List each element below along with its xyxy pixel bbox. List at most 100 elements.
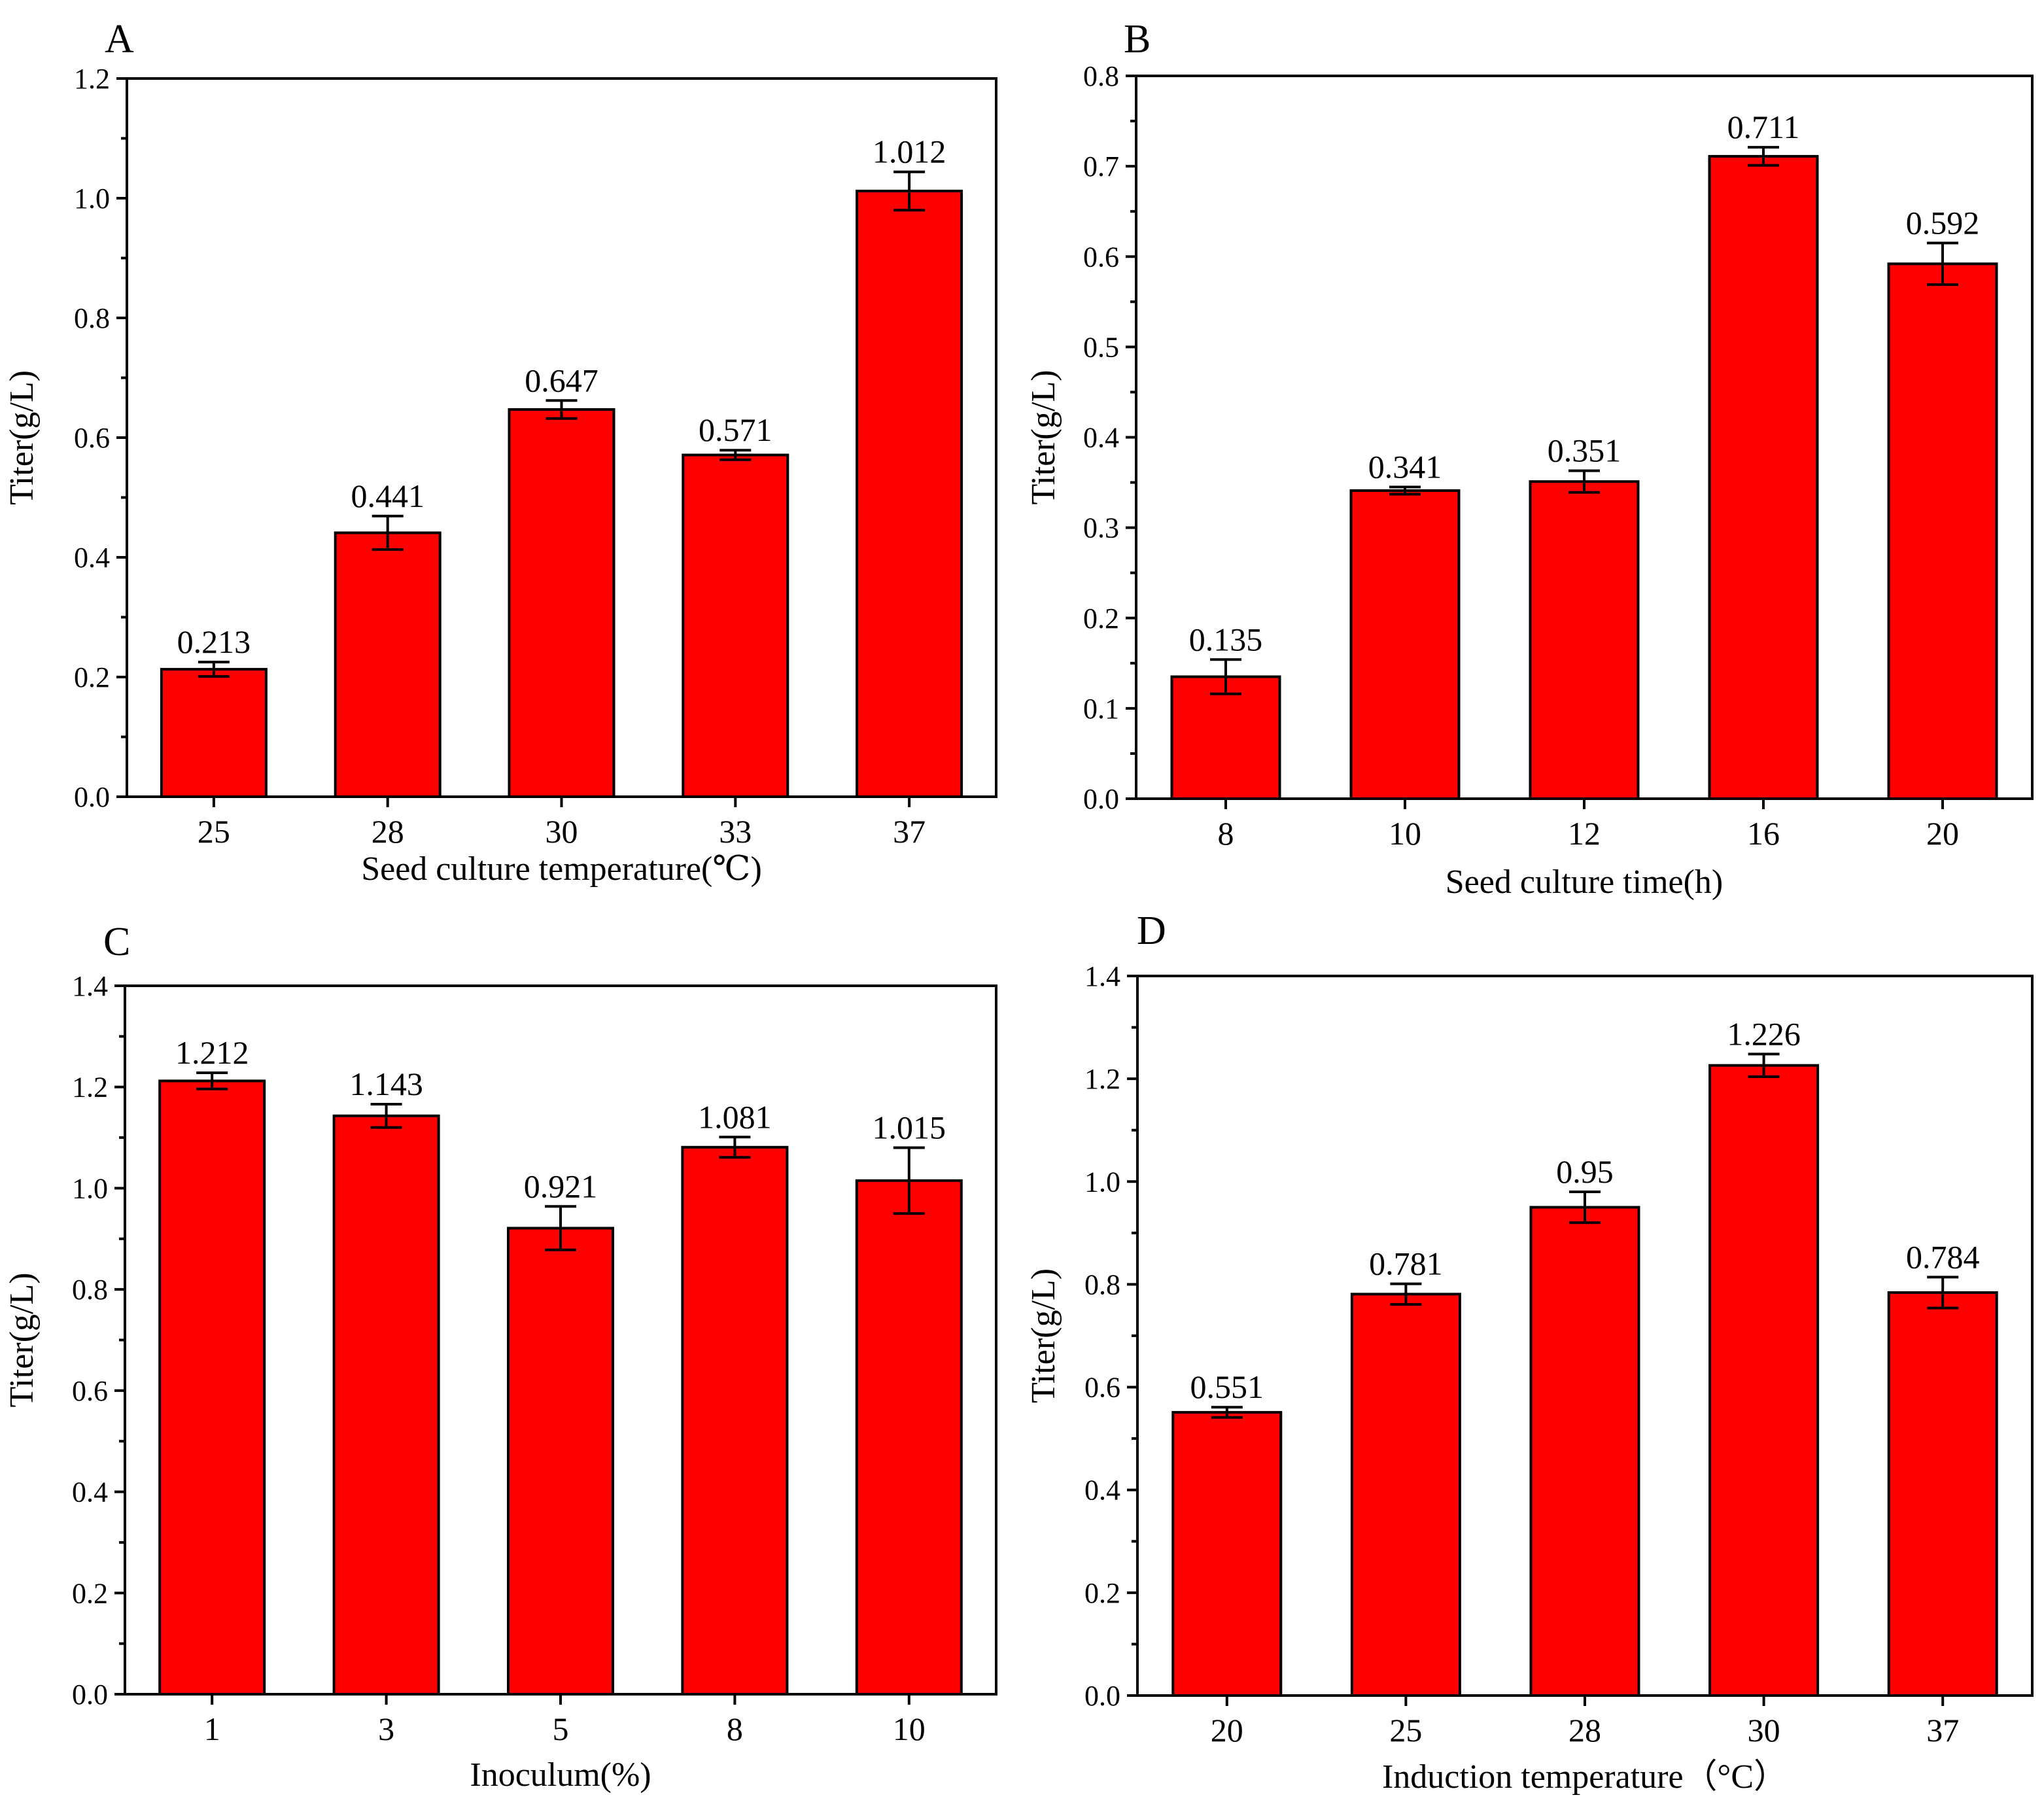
y-tick-label: 1.4 (1084, 960, 1120, 992)
panel-letter: C (103, 920, 130, 964)
y-tick-label: 0.5 (1083, 331, 1119, 363)
x-axis-title: Induction temperature（°C） (1382, 1758, 1788, 1796)
x-axis-title: Seed culture time(h) (1446, 863, 1724, 901)
y-tick-label: 0.8 (1083, 60, 1119, 92)
y-tick-label: 1.4 (72, 970, 108, 1002)
data-label-8: 1.081 (698, 1098, 772, 1135)
data-label-30: 1.226 (1727, 1015, 1801, 1052)
panel-letter: A (105, 17, 134, 61)
bar-28 (1529, 1206, 1640, 1697)
data-label-33: 0.571 (699, 411, 772, 448)
x-tick-label-33: 33 (719, 813, 752, 850)
data-label-8: 0.135 (1189, 621, 1263, 657)
bar-37 (1887, 1291, 1998, 1697)
data-label-5: 0.921 (524, 1168, 598, 1204)
y-tick-label: 0.3 (1083, 512, 1119, 544)
y-tick-label: 0.0 (72, 1679, 108, 1711)
x-tick-label-37: 37 (1926, 1712, 1959, 1749)
data-label-20: 0.592 (1906, 205, 1980, 241)
x-tick-label-3: 3 (378, 1711, 394, 1747)
data-label-25: 0.781 (1369, 1245, 1443, 1282)
error-bar-25 (198, 661, 230, 678)
bar-10 (855, 1179, 963, 1696)
x-tick-label-10: 10 (893, 1711, 926, 1747)
error-bar-30 (546, 399, 578, 420)
chart-panel-d: D 0.551 0.781 0.95 1.226 0.784 0.0 0.2 0.4 0.6 0.8… (1025, 909, 2034, 1796)
bar-5 (507, 1227, 614, 1696)
x-tick-label-8: 8 (1218, 815, 1234, 852)
error-bar-12 (1568, 469, 1600, 494)
x-tick-label-8: 8 (727, 1711, 743, 1747)
x-tick-label-30: 30 (546, 813, 578, 850)
x-tick-label-20: 20 (1926, 815, 1959, 852)
bar-37 (856, 190, 963, 798)
x-tick-label-25: 25 (1389, 1712, 1422, 1749)
x-tick-label-20: 20 (1211, 1712, 1243, 1749)
data-label-28: 0.95 (1556, 1153, 1614, 1190)
bar-8 (681, 1145, 789, 1696)
y-tick-label: 0.4 (74, 542, 110, 574)
panels-group: A0.2130.4410.6470.5711.0120.00.20.40.60.… (3, 17, 2034, 1796)
bar-30 (1708, 1064, 1820, 1697)
x-tick-label-37: 37 (893, 813, 926, 850)
error-bar-28 (372, 514, 404, 551)
y-tick-label: 0.2 (1083, 602, 1119, 635)
chart-panel-a: A 0.213 0.441 0.647 0.571 1.012 0.0 0.2 0.4 0.6 0.… (3, 17, 997, 888)
y-tick-label: 0.6 (72, 1375, 108, 1407)
error-bar-37 (1927, 1276, 1959, 1310)
y-tick-label: 1.2 (74, 63, 110, 95)
y-tick-label: 0.6 (1084, 1372, 1120, 1404)
y-tick-label: 0.8 (1084, 1268, 1120, 1300)
bar-20 (1887, 262, 1998, 800)
y-tick-label: 1.0 (72, 1172, 108, 1204)
bar-16 (1708, 154, 1819, 800)
error-bar-5 (545, 1205, 576, 1251)
bar-33 (682, 453, 789, 798)
bar-25 (1350, 1293, 1461, 1697)
error-bar-10 (893, 1146, 925, 1215)
error-bar-3 (370, 1103, 402, 1129)
x-tick-label-16: 16 (1747, 815, 1780, 852)
panel-letter: B (1124, 17, 1151, 61)
y-tick-label: 0.1 (1083, 693, 1119, 725)
error-bar-25 (1390, 1282, 1422, 1306)
x-tick-label-5: 5 (553, 1711, 569, 1747)
y-tick-label: 0.2 (74, 661, 110, 693)
y-tick-label: 0.2 (1084, 1577, 1120, 1609)
y-tick-label: 0.4 (1083, 422, 1119, 454)
bar-25 (160, 668, 268, 798)
x-axis-title: Seed culture temperature(℃) (361, 850, 762, 888)
y-tick-label: 1.2 (1084, 1063, 1120, 1095)
data-label-37: 1.012 (873, 133, 946, 170)
y-axis-title: Titer(g/L) (1025, 1268, 1062, 1403)
bar-8 (1170, 675, 1281, 800)
y-axis-title: Titer(g/L) (3, 1272, 41, 1407)
bar-1 (158, 1079, 266, 1696)
error-bar-10 (1389, 485, 1421, 496)
bar-10 (1349, 489, 1461, 801)
error-bar-33 (719, 449, 752, 461)
data-label-10: 1.015 (873, 1109, 946, 1146)
x-tick-label-28: 28 (372, 813, 404, 850)
x-tick-label-12: 12 (1568, 815, 1601, 852)
bar-30 (508, 408, 615, 798)
error-bar-20 (1927, 241, 1958, 287)
data-label-20: 0.551 (1190, 1368, 1264, 1405)
data-label-37: 0.784 (1906, 1238, 1980, 1275)
error-bar-37 (893, 170, 926, 212)
y-tick-label: 0.2 (72, 1577, 108, 1609)
y-tick-label: 0.8 (72, 1274, 108, 1306)
y-tick-label: 1.0 (1084, 1166, 1120, 1198)
y-tick-label: 0.8 (74, 302, 110, 334)
error-bar-8 (1210, 658, 1241, 695)
x-tick-label-30: 30 (1748, 1712, 1780, 1749)
error-bar-8 (719, 1136, 751, 1159)
chart-panel-b: B 0.135 0.341 0.351 0.711 0.592 0.0 0.1 0.2 0.3 0.… (1025, 17, 2034, 901)
data-label-1: 1.212 (175, 1034, 249, 1071)
x-tick-label-28: 28 (1568, 1712, 1601, 1749)
y-tick-label: 0.6 (1083, 241, 1119, 273)
y-tick-label: 1.0 (74, 183, 110, 215)
x-axis-title: Inoculum(%) (470, 1756, 651, 1794)
panel-letter: D (1137, 909, 1166, 953)
bar-12 (1529, 480, 1640, 801)
